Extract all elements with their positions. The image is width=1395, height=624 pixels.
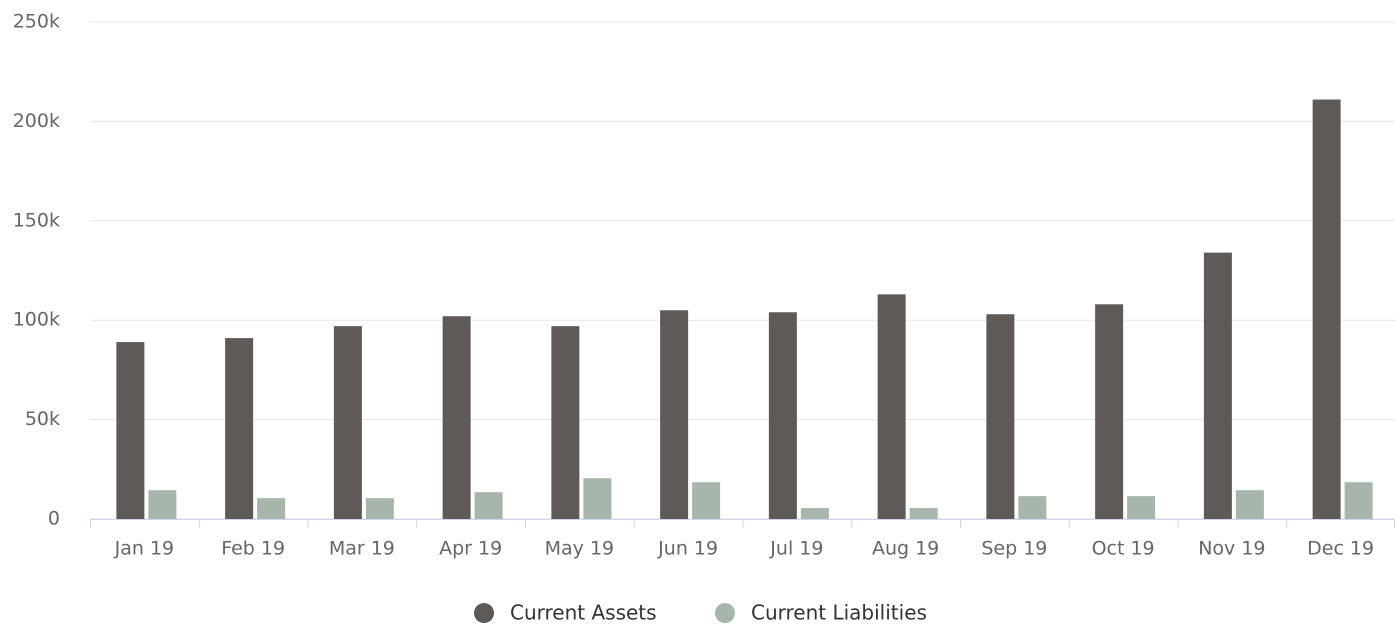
bar — [225, 338, 254, 519]
x-tick-label: Sep 19 — [981, 538, 1047, 560]
y-tick-label: 0 — [48, 508, 60, 530]
bar — [148, 490, 177, 519]
bar — [1127, 496, 1156, 519]
legend-label: Current Liabilities — [751, 601, 927, 624]
bar — [986, 314, 1015, 519]
bar — [583, 478, 612, 519]
legend-label: Current Assets — [510, 601, 657, 624]
bar — [1312, 99, 1341, 520]
x-tick-label: Feb 19 — [221, 538, 285, 560]
bar — [800, 508, 829, 519]
y-tick-label: 150k — [13, 209, 60, 231]
bar — [551, 326, 580, 519]
bar — [660, 310, 689, 519]
x-tick-label: Aug 19 — [872, 538, 939, 560]
bar — [768, 312, 797, 519]
bar — [1018, 496, 1047, 519]
y-tick-label: 50k — [25, 408, 60, 430]
bar — [474, 492, 503, 519]
legend-marker — [474, 603, 494, 623]
x-tick-label: Dec 19 — [1307, 538, 1374, 560]
x-tick-label: Jul 19 — [769, 538, 823, 560]
x-tick-label: Oct 19 — [1092, 538, 1155, 560]
bar — [1203, 252, 1232, 519]
bar — [1095, 304, 1124, 519]
bar — [1344, 482, 1373, 519]
bar — [877, 294, 906, 519]
x-tick-label: Mar 19 — [329, 538, 395, 560]
x-tick-label: Jan 19 — [114, 538, 175, 560]
bar — [909, 508, 938, 519]
bar — [116, 342, 145, 519]
bar — [1235, 490, 1264, 519]
bar — [257, 498, 286, 519]
y-tick-label: 100k — [13, 309, 60, 331]
legend-marker — [715, 603, 735, 623]
x-tick-label: Jun 19 — [657, 538, 718, 560]
x-tick-label: Apr 19 — [439, 538, 502, 560]
bar — [333, 326, 362, 519]
y-tick-label: 250k — [13, 11, 60, 33]
x-tick-label: Nov 19 — [1198, 538, 1265, 560]
bar — [692, 482, 721, 519]
x-tick-label: May 19 — [545, 538, 615, 560]
bar — [442, 316, 471, 519]
y-tick-label: 200k — [13, 110, 60, 132]
bar — [365, 498, 394, 519]
